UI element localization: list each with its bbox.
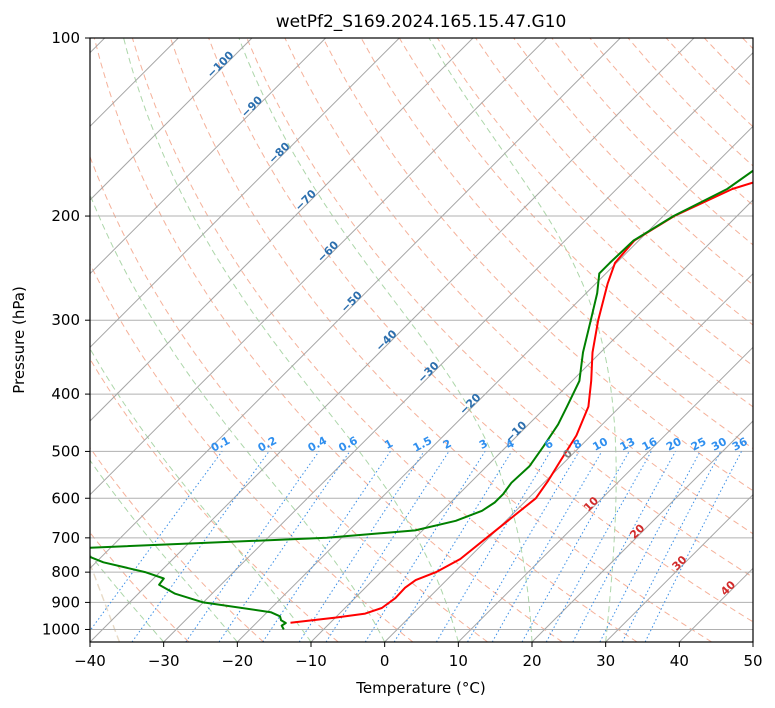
- y-axis-label: Pressure (hPa): [10, 286, 28, 394]
- moist-adiabat-line: [428, 38, 617, 642]
- temperature-profile-line: [290, 181, 753, 624]
- x-tick-label: 30: [596, 652, 615, 670]
- mixing-ratio-label: 10: [590, 435, 610, 454]
- mixing-ratio-line: [621, 451, 722, 642]
- mixing-ratio-line: [644, 451, 742, 642]
- moist-adiabat-line: [123, 38, 459, 642]
- dry-adiabat-line: [475, 38, 753, 326]
- mixing-ratio-label: 25: [689, 435, 709, 454]
- x-tick-label: 0: [380, 652, 390, 670]
- isotherm-line: [236, 125, 753, 642]
- dewpoint-profile-line: [90, 169, 753, 630]
- y-tick-label: 300: [51, 311, 80, 329]
- chart-series: [90, 169, 753, 630]
- dry-adiabat-line: [90, 358, 339, 642]
- isotherm-line: [90, 38, 474, 422]
- mixing-ratio-line: [572, 451, 676, 642]
- isotherm-line: [90, 38, 695, 642]
- isotherm-line: [384, 272, 753, 642]
- isotherm-line: [90, 38, 327, 275]
- isotherm-line: [531, 420, 753, 642]
- moist-adiabat-line: [90, 459, 238, 642]
- mixing-ratio-line: [298, 451, 425, 642]
- y-tick-label: 600: [51, 489, 80, 507]
- mixing-ratio-line: [262, 451, 391, 642]
- mixing-ratio-label: 36: [730, 435, 750, 454]
- y-tick-label: 900: [51, 593, 80, 611]
- dry-adiabat-line: [90, 262, 414, 642]
- isotherm-line: [605, 493, 753, 642]
- isotherm-line: [90, 38, 621, 570]
- mixing-ratio-label: 30: [709, 435, 729, 454]
- dry-adiabat-line: [90, 446, 264, 642]
- dry-adiabat-line: [284, 38, 753, 535]
- moist-adiabat-line: [90, 193, 386, 642]
- reference-curve-line: [90, 561, 121, 642]
- isotherm-line: [310, 199, 753, 642]
- dry-adiabat-line: [170, 38, 712, 642]
- plot-frame: [89, 37, 754, 643]
- isotherm-line: [90, 38, 400, 349]
- dry-adiabat-line: [208, 38, 753, 623]
- mixing-ratio-line: [131, 451, 270, 642]
- x-tick-label: 20: [522, 652, 541, 670]
- mixing-ratio-line: [218, 451, 351, 642]
- x-tick-label: −20: [222, 652, 254, 670]
- mixing-ratio-label: 13: [618, 435, 638, 454]
- mixing-ratio-label: 16: [640, 435, 660, 454]
- mixing-ratio-line: [545, 451, 652, 642]
- chart-title: wetPf2_S169.2024.165.15.47.G10: [276, 12, 567, 32]
- y-tick-label: 200: [51, 207, 80, 225]
- mixing-ratio-line: [325, 451, 450, 642]
- y-tick-label: 400: [51, 385, 80, 403]
- y-axis: 100 200 300 400 500 600 700 800 900 1000: [42, 29, 90, 638]
- y-tick-label: 500: [51, 442, 80, 460]
- y-tick-label: 1000: [42, 620, 80, 638]
- dry-adiabat-line: [513, 38, 753, 286]
- dry-adiabat-line: [93, 38, 563, 642]
- x-tick-label: −40: [74, 652, 106, 670]
- chart-grid: [90, 38, 753, 642]
- mixing-ratio-label: 20: [664, 435, 684, 454]
- mixing-ratio-line: [393, 451, 513, 642]
- isotherm-line: [90, 38, 253, 201]
- isotherm-line: [90, 38, 548, 496]
- x-tick-label: 40: [670, 652, 689, 670]
- mixing-ratio-line: [185, 451, 320, 642]
- x-tick-label: −30: [148, 652, 180, 670]
- y-tick-label: 100: [51, 29, 80, 47]
- moist-adiabat-line: [238, 38, 533, 642]
- mixing-ratio-line: [521, 451, 630, 642]
- moist-adiabat-line: [90, 553, 165, 642]
- dry-adiabat-line: [131, 38, 638, 642]
- y-tick-label: 800: [51, 563, 80, 581]
- mixing-ratio-line: [90, 451, 223, 632]
- dry-adiabat-line: [322, 38, 753, 492]
- x-tick-label: 10: [449, 652, 468, 670]
- x-axis-label: Temperature (°C): [355, 679, 485, 697]
- dry-adiabat-line: [246, 38, 753, 578]
- isotherm-line: [457, 346, 753, 642]
- y-tick-label: 700: [51, 529, 80, 547]
- x-axis: −40 −30 −20 −10 0 10 20 30 40 50: [74, 642, 763, 670]
- x-tick-label: −10: [295, 652, 327, 670]
- x-tick-label: 50: [743, 652, 762, 670]
